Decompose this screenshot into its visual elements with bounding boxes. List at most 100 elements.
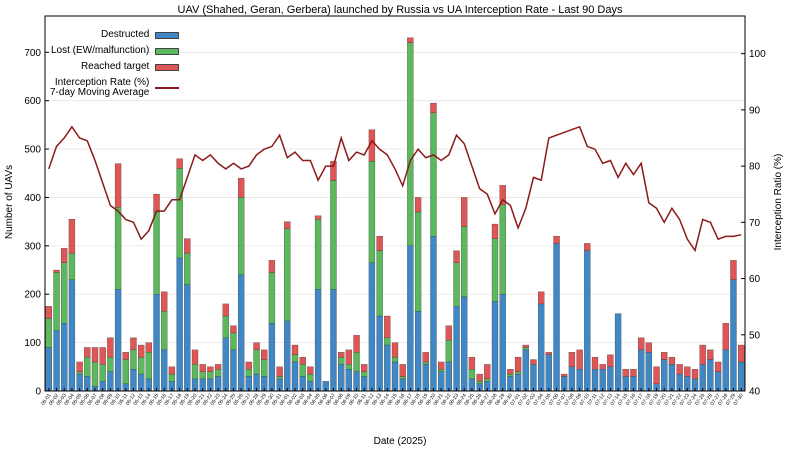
bar-segment [199,364,206,372]
bar-segment [238,177,245,198]
bar-segment [68,252,76,280]
y-tick-label: 700 [24,48,41,59]
bar-segment [738,344,745,363]
bar-segment [84,356,91,377]
bar-segment [538,291,545,305]
bar-segment [314,215,322,220]
bar-segment [161,349,168,392]
bar-segment [161,291,168,312]
bar-segment [422,361,429,365]
bar-segment [430,112,437,237]
bar-segment [653,366,660,384]
bar-segment [491,238,499,302]
bar-segment [645,352,652,392]
bar-segment [430,236,437,392]
bar-segment [45,347,52,392]
bar-segment [76,361,83,372]
bar-segment [484,364,491,380]
bar-segment [291,361,299,392]
bar-segment [376,236,383,251]
bar-segment [499,204,506,295]
y2-tick-label: 40 [749,387,761,398]
bar-segment [414,311,422,392]
legend-label: Reached target [80,61,150,72]
y-tick-label: 300 [24,241,41,252]
line-series [48,125,742,253]
x-axis-label: Date (2025) [374,436,427,447]
bar-segment [661,359,668,392]
bar-segment [61,262,68,324]
legend-item: Interception Rate (%) 7-day Moving Avera… [50,78,180,98]
bar-segment [261,349,268,360]
bar-segment [168,373,176,382]
bar-segment [545,352,552,355]
legend-swatch [155,87,180,89]
bar-segment [430,102,437,113]
bar-segment [184,238,191,254]
bar-segment [684,366,691,377]
bar-segment [607,366,614,392]
bar-segment [276,366,283,377]
bar-segment [491,223,499,239]
bar-segment [145,342,152,353]
bar-segment [645,342,652,353]
legend-item: Reached target [50,61,180,72]
bar-segment [338,352,345,358]
bar-segment [707,359,714,392]
bar-segment [61,323,68,392]
legend-swatch [155,47,180,55]
legend-item: Lost (EW/malfunction) [50,46,180,56]
bar-segment [445,340,452,363]
bar-segment [176,158,183,169]
bar-segment [138,344,145,358]
bar-segment [453,262,460,307]
bar-segment [484,378,491,382]
bar-segment [345,364,352,370]
bar-segment [176,257,183,392]
bar-segment [214,369,222,377]
bar-segment [538,303,545,392]
bar-segment [499,185,506,205]
bar-segment [91,347,99,363]
bar-segment [299,356,306,365]
bar-segment [130,337,137,351]
bar-segment [122,359,129,384]
bar-segment [591,356,599,370]
chart-title: UAV (Shahed, Geran, Gerbera) launched by… [178,4,623,16]
bar-segment [514,356,522,372]
bar-segment [507,373,514,377]
bar-segment [407,245,414,392]
bar-segment [330,161,337,181]
bar-segment [691,369,699,380]
bar-segment [84,347,91,358]
bar-segment [522,349,529,392]
bar-segment [507,369,514,375]
bar-segment [291,354,299,363]
bar-segment [99,364,106,382]
bar-segment [553,236,560,244]
bar-segment [407,37,414,43]
y2-tick-label: 90 [749,105,761,116]
bar-segment [445,361,452,392]
bar-segment [676,364,683,375]
bar-segment [245,369,252,377]
bar-segment [399,376,406,380]
bar-segment [207,371,214,380]
bar-segment [591,369,599,392]
bar-segment [68,279,76,392]
bar-segment [422,364,429,392]
bar-segment [722,349,729,392]
bar-segment [99,347,106,365]
bar-segment [668,356,676,365]
bar-segment [122,352,129,360]
bar-segment [438,369,445,372]
bar-segment [284,228,291,321]
bar-segment [45,306,52,319]
bar-segment [284,221,291,230]
legend-item: Destructed [50,30,180,40]
bar-segment [61,248,68,263]
bar-segment [576,349,583,370]
bar-segment [45,318,52,348]
bar-segment [91,361,99,387]
bar-segment [491,301,499,392]
